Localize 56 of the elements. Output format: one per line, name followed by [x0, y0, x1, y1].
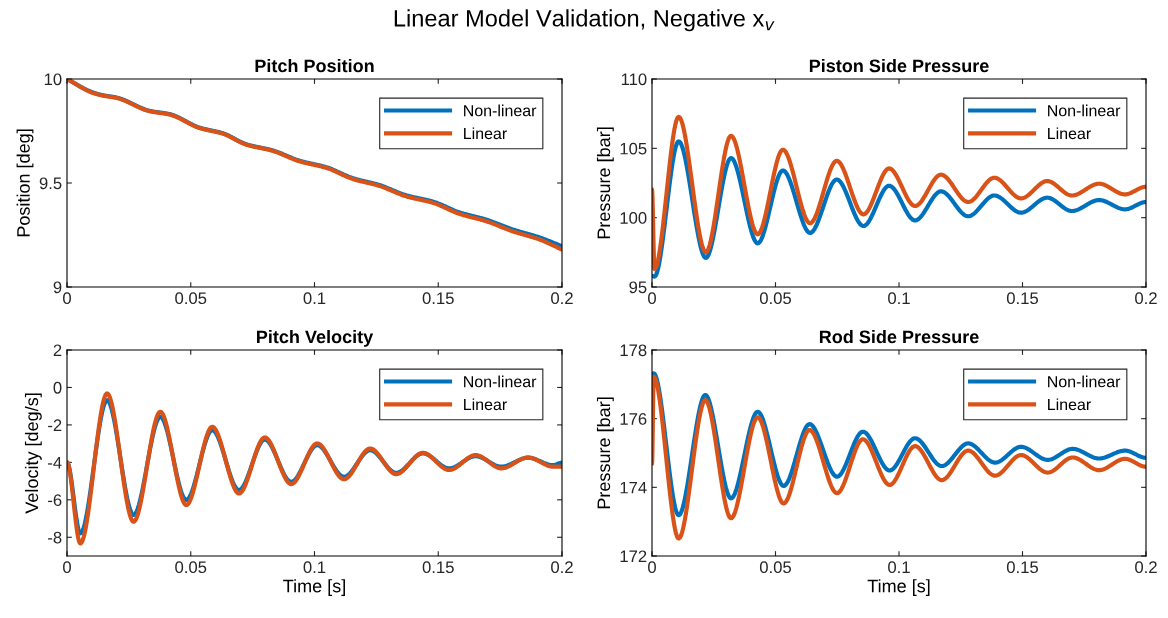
x-axis-title: Time [s] — [283, 579, 345, 597]
legend-label: Non-linear — [1048, 375, 1121, 388]
y-tick-label: 95 — [629, 281, 647, 294]
x-tick-label: 0.1 — [888, 561, 910, 574]
y-tick-label: 110 — [621, 73, 647, 86]
y-tick-label: -8 — [48, 531, 62, 544]
x-tick-label: 0 — [648, 292, 656, 305]
y-tick-label: 176 — [620, 413, 647, 425]
y-tick-label: -2 — [48, 419, 62, 431]
x-tick-label: 0.05 — [759, 561, 792, 574]
x-tick-label: 0.2 — [1135, 292, 1157, 305]
y-tick-label: 10 — [44, 73, 62, 86]
x-tick-label: 0.15 — [422, 292, 454, 305]
x-tick-label: 0.15 — [1006, 561, 1039, 574]
y-tick-label: 178 — [620, 344, 647, 357]
x-tick-label: 0.1 — [888, 292, 910, 305]
x-tick-label: 0.15 — [1006, 292, 1039, 305]
x-tick-label: 0.15 — [422, 561, 454, 574]
x-tick-label: 0 — [63, 561, 71, 574]
x-tick-label: 0.2 — [551, 561, 573, 574]
y-tick-label: 100 — [620, 212, 647, 224]
y-axis-title: Pressure [bar] — [596, 397, 614, 509]
x-tick-label: 0.2 — [551, 292, 573, 305]
y-tick-label: -6 — [48, 494, 62, 507]
y-axis-title: Velocity [deg/s] — [24, 393, 42, 514]
chart-title: Rod Side Pressure — [819, 329, 979, 344]
legend-label: Linear — [1048, 127, 1091, 140]
legend-label: Non-linear — [464, 104, 537, 117]
y-tick-label: 105 — [620, 142, 647, 155]
y-axis-title: Position [deg] — [16, 129, 34, 237]
y-tick-label: 0 — [53, 381, 62, 394]
x-tick-label: 0.2 — [1135, 561, 1157, 574]
y-axis-title: Pressure [bar] — [596, 127, 614, 239]
x-tick-label: 0.05 — [175, 561, 207, 574]
y-tick-label: 9 — [53, 281, 62, 294]
x-tick-label: 0.05 — [175, 292, 207, 305]
legend-label: Non-linear — [1048, 104, 1121, 117]
y-tick-label: 174 — [620, 481, 647, 494]
chart-title: Piston Side Pressure — [809, 58, 989, 73]
x-tick-label: 0.1 — [303, 561, 326, 574]
y-tick-label: 172 — [620, 550, 647, 563]
x-tick-label: 0.1 — [303, 292, 326, 305]
x-tick-label: 0 — [63, 292, 71, 305]
x-tick-label: 0 — [648, 561, 656, 574]
legend-label: Non-linear — [464, 375, 537, 388]
legend-label: Linear — [1048, 398, 1091, 411]
x-axis-title: Time [s] — [867, 579, 930, 597]
text: Linear Model Validation, Negative x$_{v}$ — [394, 9, 775, 32]
y-tick-label: 2 — [53, 344, 62, 357]
chart-title: Pitch Position — [255, 58, 374, 73]
legend-label: Linear — [464, 127, 507, 140]
y-tick-label: 9.5 — [39, 177, 62, 190]
x-tick-label: 0.05 — [759, 292, 792, 305]
legend-label: Linear — [464, 398, 507, 411]
chart-title: Pitch Velocity — [257, 329, 374, 347]
y-tick-label: -4 — [48, 456, 62, 469]
